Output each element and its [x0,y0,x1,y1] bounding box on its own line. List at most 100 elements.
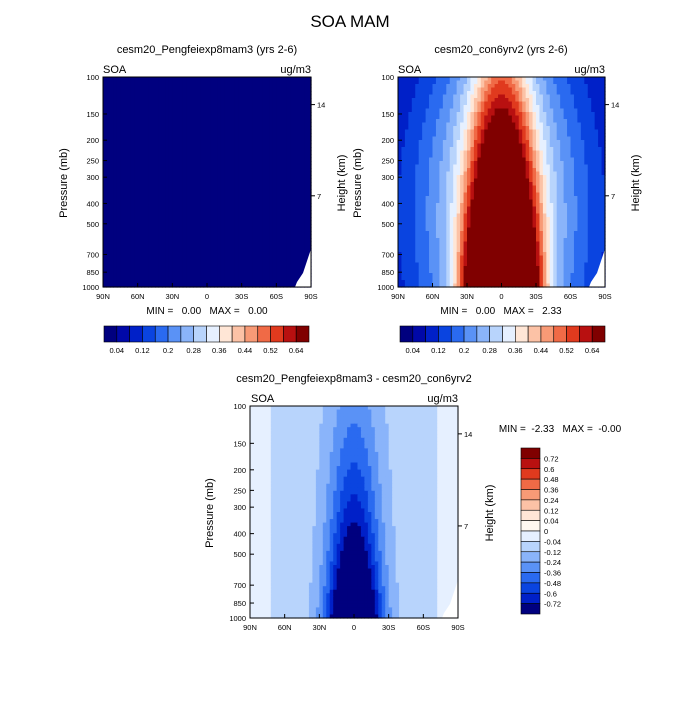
heatmap-cell [152,182,156,186]
heatmap-cell [398,98,402,102]
heatmap-cell [186,207,190,211]
heatmap-cell [242,221,246,225]
heatmap-cell [124,137,128,141]
heatmap-cell [193,105,197,109]
heatmap-cell [235,207,239,211]
heatmap-cell [197,273,201,277]
heatmap-cell [297,130,301,134]
heatmap-cell [484,84,488,88]
heatmap-cell [155,266,159,270]
heatmap-cell [283,196,287,200]
heatmap-cell [412,88,416,92]
heatmap-cell [571,112,575,116]
heatmap-cell [190,231,194,235]
heatmap-cell [200,140,204,144]
heatmap-cell [242,203,246,207]
heatmap-cell [269,175,273,179]
heatmap-cell [110,273,114,277]
heatmap-cell [169,147,173,151]
heatmap-cell [252,200,256,204]
heatmap-cell [259,249,263,253]
heatmap-cell [433,123,437,127]
heatmap-cell [235,102,239,106]
heatmap-cell [110,140,114,144]
heatmap-cell [581,130,585,134]
heatmap-cell [172,270,176,274]
heatmap-cell [304,196,308,200]
heatmap-cell [193,168,197,172]
heatmap-cell [249,130,253,134]
heatmap-cell [179,210,183,214]
heatmap-cell [214,182,218,186]
heatmap-cell [584,105,588,109]
heatmap-cell [439,77,443,81]
heatmap-cell [228,238,232,242]
heatmap-cell [186,161,190,165]
heatmap-cell [491,112,495,116]
heatmap-cell [273,221,277,225]
heatmap-cell [172,147,176,151]
heatmap-cell [158,228,162,232]
heatmap-cell [228,217,232,221]
heatmap-cell [283,186,287,190]
heatmap-cell [235,179,239,183]
heatmap-cell [297,81,301,85]
x-tick-label: 30N [165,292,179,301]
heatmap-cell [557,147,561,151]
heatmap-cell [214,112,218,116]
heatmap-cell [280,137,284,141]
heatmap-cell [505,137,509,141]
heatmap-cell [522,95,526,99]
heatmap-cell [564,137,568,141]
heatmap-cell [533,140,537,144]
heatmap-cell [256,249,260,253]
heatmap-cell [491,126,495,130]
heatmap-cell [152,137,156,141]
heatmap-cell [141,182,145,186]
heatmap-cell [117,116,121,120]
heatmap-cell [190,200,194,204]
heatmap-cell [273,140,277,144]
heatmap-cell [276,270,280,274]
heatmap-cell [470,102,474,106]
heatmap-cell [301,144,305,148]
heatmap-cell [522,98,526,102]
heatmap-cell [266,221,270,225]
heatmap-cell [238,277,242,281]
heatmap-cell [117,245,121,249]
heatmap-cell [169,256,173,260]
heatmap-cell [304,186,308,190]
heatmap-cell [207,277,211,281]
heatmap-cell [186,77,190,81]
heatmap-cell [224,109,228,113]
heatmap-cell [294,217,298,221]
heatmap-cell [217,182,221,186]
heatmap-cell [301,231,305,235]
heatmap-cell [235,154,239,158]
heatmap-cell [301,119,305,123]
heatmap-cell [405,140,409,144]
heatmap-cell [134,130,138,134]
heatmap-cell [158,116,162,120]
heatmap-cell [584,88,588,92]
heatmap-cell [152,105,156,109]
heatmap-cell [183,161,187,165]
heatmap-cell [519,77,523,81]
heatmap-cell [245,203,249,207]
heatmap-cell [106,168,110,172]
heatmap-cell [131,130,135,134]
heatmap-cell [228,77,232,81]
heatmap-cell [210,147,214,151]
heatmap-cell [200,196,204,200]
heatmap-cell [280,280,284,284]
heatmap-cell [221,116,225,120]
heatmap-cell [214,245,218,249]
heatmap-cell [294,214,298,218]
heatmap-cell [197,116,201,120]
heatmap-cell [276,277,280,281]
heatmap-cell [484,102,488,106]
heatmap-cell [183,158,187,162]
heatmap-cell [419,140,423,144]
heatmap-cell [193,81,197,85]
heatmap-cell [145,203,149,207]
